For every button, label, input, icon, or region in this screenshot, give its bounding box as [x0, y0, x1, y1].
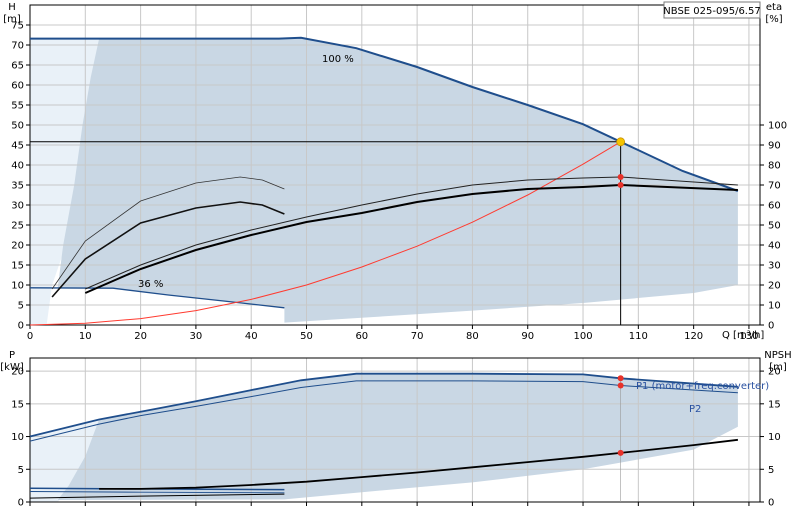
y-left-tick-label: 5: [18, 301, 24, 312]
legend-p2-label: P2: [689, 404, 701, 415]
x-tick-label: 40: [245, 331, 258, 342]
x-tick-label: 50: [300, 331, 313, 342]
y-left-tick-label: 0: [18, 498, 24, 509]
power-curve-p2: [29, 380, 738, 442]
y-left-tick-label: 15: [11, 399, 24, 410]
y-right-tick-label: 10: [768, 432, 781, 443]
y-left-tick-label: 30: [11, 201, 24, 212]
power-npsh-plot: 0 5 10 15 20 0 5 10 15 20: [11, 357, 781, 509]
y-right-tick-label: 0: [768, 321, 774, 332]
head-curve-100: [30, 36, 739, 192]
y-left-tick-label: 10: [11, 432, 24, 443]
bottom-right-axis-label: NPSH: [764, 350, 791, 361]
y-right-tick-label: 80: [768, 161, 781, 172]
top-left-axis-unit: [m]: [3, 14, 21, 25]
top-right-axis-unit: [%]: [765, 14, 782, 25]
y-right-tick-label: 15: [768, 399, 781, 410]
x-axis-label: Q [m³/h]: [722, 330, 764, 341]
envelope-light-region: [30, 38, 100, 325]
efficiency-curve-min-inner: [51, 201, 285, 298]
top-left-axis-label: H: [8, 2, 16, 13]
y-right-tick-label: 20: [768, 367, 781, 378]
bottom-left-axis-label: P: [9, 350, 15, 361]
operating-point-marker: [617, 174, 624, 180]
legend-p1-label: P1 (motor+freq.converter): [636, 381, 769, 392]
efficiency-curve-inner: [84, 183, 738, 294]
y-right-tick-label: 10: [768, 301, 781, 312]
npsh-curve-min: [29, 493, 285, 499]
x-tick-label: 30: [190, 331, 203, 342]
x-tick-label: 90: [521, 331, 534, 342]
x-tick-label: 70: [411, 331, 424, 342]
power-curve-p1: [29, 372, 738, 438]
operating-envelope: [57, 37, 738, 323]
annotation-36-percent: 36 %: [138, 279, 163, 290]
bottom-left-axis-unit: [kW]: [0, 362, 24, 373]
system-curve: [29, 141, 621, 326]
x-tick-label: 0: [27, 331, 33, 342]
y-right-tick-label: 40: [768, 241, 781, 252]
x-tick-label: 20: [134, 331, 147, 342]
y-left-tick-label: 0: [18, 321, 24, 332]
y-left-tick-label: 10: [11, 281, 24, 292]
annotation-100-percent: 100 %: [322, 54, 354, 65]
y-left-tick-label: 40: [11, 161, 24, 172]
plot-frame: [29, 357, 761, 503]
y-left-tick-label: 15: [11, 261, 24, 272]
bottom-right-axis-unit: [m]: [769, 362, 787, 373]
x-tick-label: 130: [739, 331, 758, 342]
duty-point-marker: [616, 137, 626, 147]
top-right-axis-label: eta: [766, 2, 782, 13]
y-left-tick-label: 60: [11, 81, 24, 92]
y-right-tick-label: 90: [768, 141, 781, 152]
power-light-region: [30, 419, 100, 502]
y-left-tick-label: 25: [11, 221, 24, 232]
y-right-tick-label: 5: [768, 465, 774, 476]
operating-point-marker: [617, 449, 624, 456]
y-right-tick-label: 0: [768, 498, 774, 509]
y-right-tick-label: 60: [768, 201, 781, 212]
head-curve-36: [29, 287, 285, 309]
y-left-tick-label: 20: [11, 367, 24, 378]
title-box: NBSE 025-095/6.57: [663, 1, 761, 19]
y-left-tick-label: 70: [11, 41, 24, 52]
y-left-tick-label: 35: [11, 181, 24, 192]
y-left-tick-label: 55: [11, 101, 24, 112]
x-tick-label: 80: [466, 331, 479, 342]
x-tick-label: 120: [684, 331, 703, 342]
y-right-tick-label: 20: [768, 281, 781, 292]
y-right-tick-label: 50: [768, 221, 781, 232]
operating-point-marker: [617, 375, 624, 382]
x-tick-label: 110: [629, 331, 648, 342]
x-tick-label: 10: [79, 331, 92, 342]
operating-point-marker: [617, 382, 624, 389]
efficiency-curve-min-outer: [51, 176, 285, 290]
y-left-tick-label: 65: [11, 61, 24, 72]
efficiency-curve-outer: [85, 176, 738, 290]
operating-point-marker: [617, 182, 624, 188]
y-right-tick-label: 100: [768, 121, 787, 132]
x-tick-label: 60: [355, 331, 368, 342]
y-left-tick-label: 5: [18, 465, 24, 476]
y-right-tick-label: 30: [768, 261, 781, 272]
y-right-tick-label: 70: [768, 181, 781, 192]
x-tick-label: 100: [573, 331, 592, 342]
y-left-tick-label: 75: [11, 21, 24, 32]
y-left-tick-label: 20: [11, 241, 24, 252]
y-left-tick-label: 50: [11, 121, 24, 132]
power-curve-p2-min: [29, 491, 285, 494]
y-left-tick-label: 45: [11, 141, 24, 152]
head-efficiency-plot: 0 10 20 30 40 50 60 70 80 90 100 110 120 130051015202…: [11, 4, 787, 342]
pump-model-label: NBSE 025-095/6.57: [663, 6, 760, 17]
